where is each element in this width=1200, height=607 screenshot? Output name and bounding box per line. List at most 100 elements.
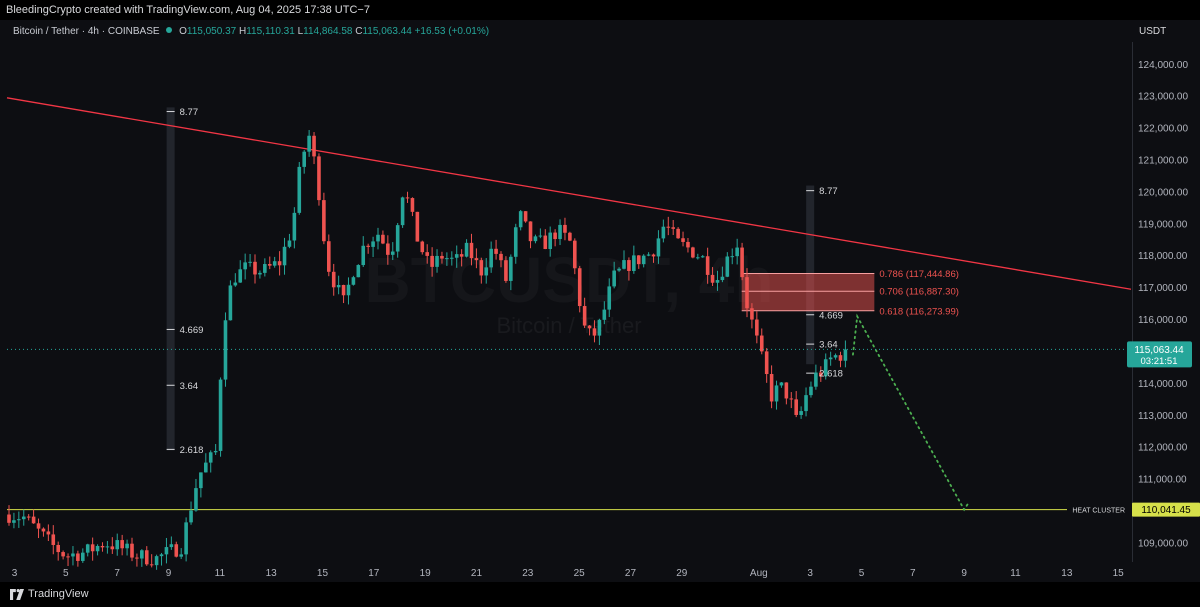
candle-body bbox=[233, 282, 238, 286]
candle-body bbox=[538, 235, 543, 237]
candle-body bbox=[720, 276, 725, 281]
candle bbox=[371, 236, 375, 258]
candle-body bbox=[504, 260, 508, 281]
candle-body bbox=[627, 260, 631, 271]
candle bbox=[666, 216, 671, 236]
candle-body bbox=[819, 372, 823, 377]
candle bbox=[341, 284, 346, 304]
high-value: 115,110.31 bbox=[246, 26, 295, 37]
candle-body bbox=[81, 552, 85, 561]
candle bbox=[140, 549, 144, 567]
candle-body bbox=[577, 268, 582, 307]
candle bbox=[745, 268, 749, 318]
candle-body bbox=[95, 545, 100, 552]
extension-level-label-2-2: 4.669 bbox=[819, 310, 843, 321]
candle-body bbox=[425, 252, 429, 256]
candle-body bbox=[735, 247, 739, 257]
candle-body bbox=[573, 240, 577, 269]
candle bbox=[759, 328, 764, 355]
extension-level-label-1-2: 4.669 bbox=[180, 325, 204, 336]
candle bbox=[21, 509, 26, 526]
candle bbox=[322, 192, 326, 245]
candle-body bbox=[36, 523, 41, 529]
candle-body bbox=[46, 531, 51, 535]
candle bbox=[17, 511, 21, 528]
candle-body bbox=[376, 234, 380, 242]
candle-body bbox=[26, 516, 31, 518]
price-axis[interactable] bbox=[1132, 42, 1200, 562]
candle bbox=[361, 236, 366, 267]
status-dot-icon bbox=[166, 27, 173, 33]
candle-body bbox=[317, 156, 321, 201]
candle bbox=[267, 256, 272, 270]
candle-body bbox=[174, 544, 179, 557]
candle-body bbox=[61, 552, 65, 557]
candle bbox=[100, 542, 105, 552]
heat-cluster-label: HEAT CLUSTER bbox=[1072, 508, 1125, 515]
x-tick-label: 13 bbox=[266, 568, 278, 579]
symbol-name[interactable]: Bitcoin / Tether · 4h · COINBASE bbox=[13, 26, 160, 37]
candle-body bbox=[253, 261, 257, 275]
candle bbox=[81, 548, 85, 563]
candle bbox=[351, 275, 356, 286]
candle bbox=[31, 509, 36, 524]
candle-body bbox=[459, 254, 464, 257]
candle-body bbox=[814, 372, 818, 387]
candle-body bbox=[258, 272, 262, 275]
candle bbox=[61, 550, 65, 560]
candle-body bbox=[189, 510, 193, 523]
candle-body bbox=[179, 554, 183, 557]
candle-body bbox=[110, 546, 115, 550]
candle-body bbox=[518, 211, 523, 228]
candle bbox=[636, 255, 641, 269]
candle-body bbox=[587, 325, 592, 329]
candle bbox=[823, 353, 828, 380]
candle-body bbox=[612, 270, 616, 287]
candle-body bbox=[597, 319, 602, 336]
candle bbox=[159, 552, 164, 566]
candle bbox=[135, 553, 139, 567]
candle bbox=[528, 221, 533, 249]
candle bbox=[632, 245, 636, 274]
candle-body bbox=[784, 382, 789, 399]
candle bbox=[120, 534, 124, 556]
candle bbox=[513, 223, 518, 264]
close-value: 115,063.44 bbox=[362, 26, 412, 37]
candle-body bbox=[12, 520, 16, 523]
x-tick-label: 5 bbox=[859, 568, 865, 579]
candle bbox=[179, 548, 183, 560]
currency-label[interactable]: USDT bbox=[1139, 26, 1167, 37]
candle-body bbox=[115, 540, 120, 550]
candle bbox=[784, 382, 789, 405]
candle bbox=[95, 544, 100, 556]
candle bbox=[243, 253, 247, 280]
candle bbox=[705, 247, 710, 284]
candle-body bbox=[90, 544, 95, 552]
candle-body bbox=[154, 556, 159, 566]
candle-body bbox=[838, 355, 843, 361]
candle bbox=[90, 537, 95, 561]
candle-body bbox=[445, 258, 449, 260]
open-value: 115,050.37 bbox=[186, 26, 237, 37]
candle bbox=[533, 234, 538, 244]
candle-body bbox=[400, 197, 405, 226]
candle-body bbox=[764, 351, 769, 375]
candle-body bbox=[730, 256, 735, 258]
candle bbox=[282, 237, 287, 275]
candle-body bbox=[361, 245, 366, 266]
candle bbox=[415, 211, 420, 242]
low-label: L bbox=[297, 26, 304, 37]
x-tick-label: 23 bbox=[522, 568, 534, 579]
candle-body bbox=[656, 238, 661, 257]
candle-body bbox=[135, 557, 139, 559]
candle-body bbox=[479, 260, 484, 276]
candle-body bbox=[100, 545, 105, 548]
extension-level-label-1-1: 8.77 bbox=[180, 107, 199, 118]
candle bbox=[577, 265, 582, 313]
extension-range-bar-2 bbox=[806, 185, 815, 365]
candle bbox=[76, 550, 80, 567]
candle-body bbox=[592, 328, 597, 336]
candle bbox=[543, 229, 548, 250]
